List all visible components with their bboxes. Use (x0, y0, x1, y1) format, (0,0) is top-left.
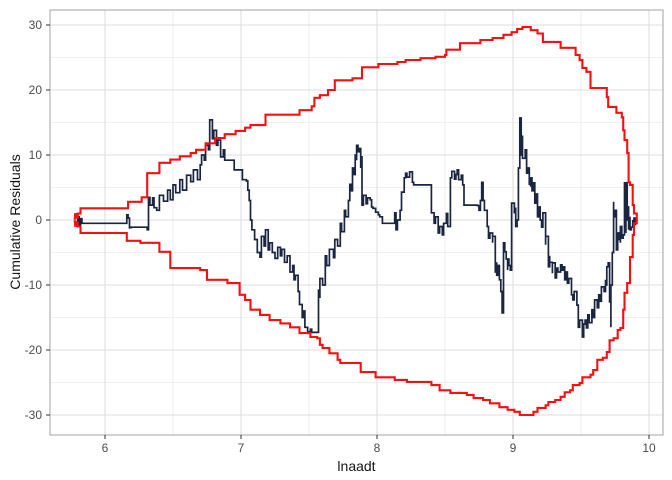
x-tick-label: 10 (642, 441, 656, 455)
x-tick-label: 9 (510, 441, 517, 455)
x-tick-label: 8 (374, 441, 381, 455)
y-tick-label: -10 (25, 278, 43, 292)
y-tick-label: 10 (29, 148, 43, 162)
cumulative-residuals-line (76, 117, 637, 338)
y-tick-label: -20 (25, 343, 43, 357)
envelope-upper-line (73, 25, 638, 220)
x-axis-title: lnaadt (337, 458, 376, 474)
panel-border (49, 9, 664, 436)
y-tick-label: 20 (29, 83, 43, 97)
y-tick-label: 0 (35, 213, 42, 227)
envelope-lower-line (73, 216, 638, 417)
x-tick-label: 6 (102, 441, 109, 455)
plot-panel (50, 10, 663, 435)
y-axis-title: Cumulative Residuals (7, 154, 23, 290)
y-tick-label: -30 (25, 408, 43, 422)
y-tick-label: 30 (29, 18, 43, 32)
x-tick-label: 7 (238, 441, 245, 455)
